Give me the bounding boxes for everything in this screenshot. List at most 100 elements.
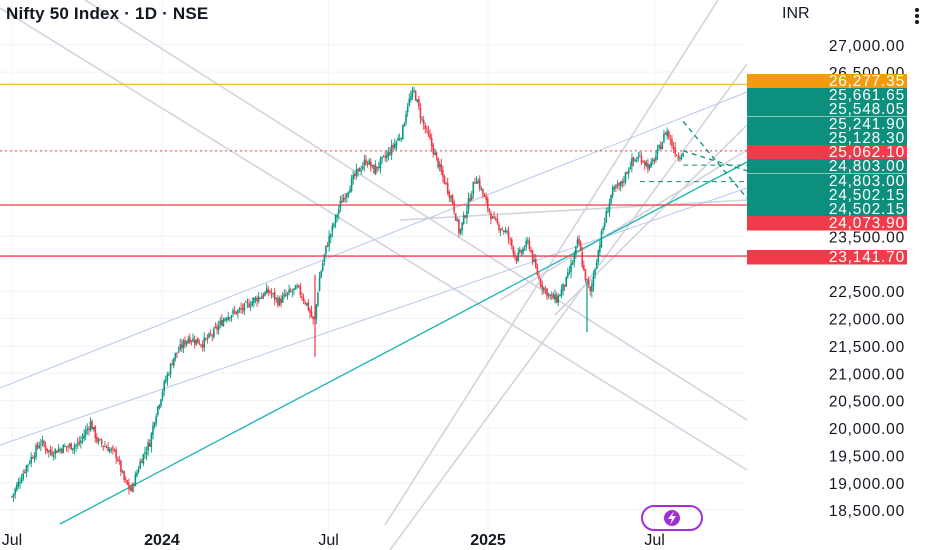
candle-body [144, 452, 146, 454]
candle-body [618, 183, 620, 186]
candle-body [623, 181, 625, 183]
candle-body [64, 446, 66, 448]
candle-body [627, 169, 630, 174]
candle-body [603, 222, 606, 227]
candle-body [193, 340, 196, 344]
candle-body [647, 163, 649, 170]
candle-body [107, 446, 109, 452]
candle-body [251, 301, 254, 306]
candle-body [243, 303, 246, 312]
candle-body [648, 164, 651, 169]
candle-body [613, 187, 616, 190]
candle-body [201, 344, 204, 348]
candle-body [38, 446, 41, 449]
candle-body [249, 305, 252, 307]
candlestick-series [11, 86, 684, 502]
candle-body [653, 159, 656, 162]
candle-body [200, 344, 202, 346]
candle-body [466, 210, 468, 219]
candle-body [560, 289, 563, 297]
lightning-badge-icon[interactable] [641, 505, 703, 531]
candle-body [209, 334, 212, 336]
candle-body [395, 141, 398, 146]
candle-body [160, 399, 162, 406]
candle-body [27, 464, 29, 467]
candle-body [589, 286, 592, 292]
candle-body [241, 308, 244, 310]
candle-body [507, 231, 510, 239]
candle-body [386, 154, 388, 159]
grid-lines [0, 0, 747, 550]
candle-body [605, 211, 608, 223]
candle-body [43, 441, 45, 446]
candle-body [509, 238, 511, 240]
candle-body [478, 179, 481, 189]
candle-body [254, 297, 257, 300]
candle-body [264, 292, 266, 296]
candle-body [664, 133, 667, 135]
channel-line [0, 187, 748, 446]
candle-body [185, 341, 188, 345]
candle-body [230, 315, 233, 319]
candle-body [51, 451, 53, 456]
candle-body [294, 285, 297, 290]
candle-body [462, 214, 465, 224]
candle-body [320, 271, 322, 278]
candle-body [551, 294, 553, 296]
candle-body [217, 325, 220, 331]
candle-body [140, 461, 143, 463]
candle-body [642, 161, 644, 163]
candle-body [552, 294, 555, 299]
candle-body [656, 148, 659, 155]
candle-body [536, 267, 539, 275]
candle-body [448, 191, 451, 198]
candle-body [145, 451, 148, 455]
candle-body [370, 161, 372, 167]
candle-body [158, 405, 161, 408]
candle-body [611, 187, 614, 196]
candle-body [105, 447, 108, 449]
price-tick-label: 21,000.00 [829, 366, 905, 383]
price-label: 25,548.05 [829, 101, 905, 118]
candle-body [84, 430, 87, 436]
time-tick-label: Jul [2, 532, 22, 549]
candle-body [36, 444, 39, 448]
candle-body [345, 194, 348, 198]
price-tick-label: 22,000.00 [829, 312, 905, 329]
candle-body [96, 436, 98, 442]
candle-body [453, 202, 455, 213]
candle-body [549, 295, 552, 297]
candle-body [293, 288, 295, 291]
candle-body [365, 159, 367, 165]
menu-dot-icon[interactable] [915, 8, 919, 12]
candle-body [413, 89, 415, 91]
candle-body [650, 161, 652, 167]
candle-body [115, 450, 117, 459]
currency-label[interactable]: INR [782, 5, 810, 22]
candle-body [129, 487, 132, 491]
candle-body [591, 284, 593, 292]
candle-body [379, 159, 382, 169]
candle-body [435, 151, 438, 157]
candle-body [363, 160, 366, 166]
candle-body [59, 448, 61, 451]
candle-body [424, 125, 427, 129]
candle-body [470, 195, 473, 201]
candle-body [134, 474, 137, 486]
candle-body [219, 320, 222, 325]
candle-body [482, 188, 484, 195]
candle-body [474, 182, 476, 184]
candle-body [554, 294, 556, 301]
candle-body [100, 440, 103, 445]
price-tick-label: 20,500.00 [829, 394, 905, 411]
price-label: 25,661.65 [829, 87, 905, 104]
trend-line [499, 149, 748, 301]
menu-dot-icon[interactable] [915, 20, 919, 24]
menu-dot-icon[interactable] [915, 14, 919, 18]
candle-body [334, 215, 337, 224]
candle-body [390, 145, 393, 156]
candle-body [17, 481, 20, 487]
candle-body [137, 469, 140, 473]
candle-body [259, 297, 262, 299]
